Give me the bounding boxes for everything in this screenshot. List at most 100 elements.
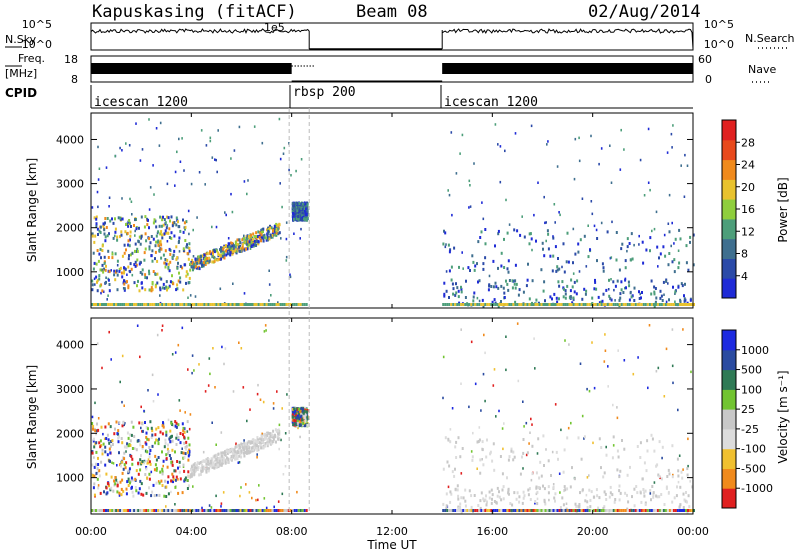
data-cell xyxy=(103,437,106,440)
data-cell xyxy=(95,441,98,445)
data-cell xyxy=(148,237,151,241)
data-cell xyxy=(278,117,281,121)
data-cell xyxy=(489,450,492,454)
data-cell xyxy=(277,500,280,503)
data-cell xyxy=(215,465,218,469)
xtick-label: 16:00 xyxy=(476,525,508,538)
data-cell xyxy=(98,167,101,170)
data-cell xyxy=(292,211,294,215)
data-cell xyxy=(639,158,642,162)
data-cell xyxy=(486,303,489,306)
data-cell xyxy=(556,300,559,304)
data-cell xyxy=(186,474,189,478)
data-cell xyxy=(185,440,188,444)
data-cell xyxy=(150,470,153,474)
colorbar-swatch xyxy=(722,199,736,220)
data-cell xyxy=(130,476,133,480)
data-cell xyxy=(478,426,481,429)
data-cell xyxy=(447,437,450,441)
data-cell xyxy=(523,494,526,498)
data-cell xyxy=(257,230,260,234)
data-cell xyxy=(528,487,531,491)
data-cell xyxy=(498,490,500,494)
data-cell xyxy=(619,296,622,300)
data-cell xyxy=(185,220,188,224)
data-cell xyxy=(271,440,274,444)
data-cell xyxy=(207,303,210,306)
ytick-label: 4000 xyxy=(56,133,84,146)
data-cell xyxy=(175,509,178,512)
data-cell xyxy=(179,160,182,163)
data-cell xyxy=(579,491,581,495)
data-cell xyxy=(232,455,235,459)
data-cell xyxy=(262,444,265,448)
data-cell xyxy=(640,509,643,512)
data-cell xyxy=(160,256,163,260)
data-cell xyxy=(566,303,569,306)
data-cell xyxy=(576,303,579,306)
data-cell xyxy=(279,182,281,185)
data-cell xyxy=(304,418,307,422)
data-cell xyxy=(636,445,639,448)
data-cell xyxy=(540,268,543,272)
data-cell xyxy=(502,303,505,306)
data-cell xyxy=(235,442,237,445)
data-cell xyxy=(181,491,184,495)
data-cell xyxy=(514,303,517,306)
data-cell xyxy=(516,322,519,325)
data-cell xyxy=(127,477,130,481)
data-cell xyxy=(666,509,669,512)
data-cell xyxy=(589,498,592,502)
data-cell xyxy=(183,435,186,439)
data-cell xyxy=(550,474,552,477)
data-cell xyxy=(97,178,100,181)
data-cell xyxy=(602,475,605,479)
data-cell xyxy=(493,500,496,503)
data-cell xyxy=(222,251,225,255)
data-cell xyxy=(589,505,592,509)
data-cell xyxy=(116,490,119,494)
data-cell xyxy=(539,460,542,464)
data-cell xyxy=(507,270,510,274)
data-cell xyxy=(175,475,178,479)
data-cell xyxy=(655,494,658,498)
data-cell xyxy=(691,485,693,489)
data-cell xyxy=(185,274,188,278)
data-cell xyxy=(182,218,184,222)
data-cell xyxy=(182,249,185,252)
data-cell xyxy=(242,446,245,450)
data-cell xyxy=(657,265,659,268)
data-cell xyxy=(259,441,262,445)
data-cell xyxy=(130,420,133,424)
data-cell xyxy=(213,248,216,252)
data-cell xyxy=(521,501,524,505)
data-cell xyxy=(227,242,230,246)
data-cell xyxy=(127,239,130,243)
data-cell xyxy=(199,303,202,306)
data-cell xyxy=(135,250,138,253)
data-cell xyxy=(183,169,185,172)
data-cell xyxy=(171,256,174,259)
data-cell xyxy=(97,509,99,512)
data-cell xyxy=(636,509,639,512)
data-cell xyxy=(471,458,474,462)
power-cells xyxy=(91,117,695,308)
data-cell xyxy=(99,284,102,288)
data-cell xyxy=(677,266,680,270)
data-cell xyxy=(155,127,158,130)
data-cell xyxy=(552,483,555,486)
data-cell xyxy=(167,492,170,496)
data-cell xyxy=(180,451,183,455)
data-cell xyxy=(294,419,297,423)
data-cell xyxy=(685,244,688,248)
data-cell xyxy=(489,452,492,456)
data-cell xyxy=(510,447,513,451)
data-cell xyxy=(157,393,159,396)
data-cell xyxy=(155,509,158,512)
data-cell xyxy=(515,282,518,286)
data-cell xyxy=(130,486,133,490)
data-cell xyxy=(455,456,458,459)
data-cell xyxy=(572,303,575,306)
data-cell xyxy=(147,389,149,392)
data-cell xyxy=(484,303,487,306)
